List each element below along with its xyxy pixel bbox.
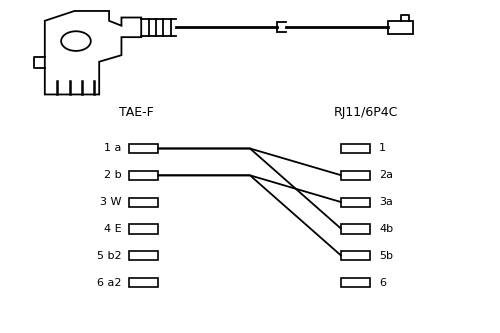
Bar	[342, 278, 370, 287]
Polygon shape	[45, 11, 141, 95]
Text: 1: 1	[379, 144, 386, 154]
Bar	[129, 171, 158, 180]
Bar	[129, 278, 158, 287]
Bar	[342, 197, 370, 207]
Text: 2 b: 2 b	[104, 170, 122, 180]
Text: 4 E: 4 E	[104, 224, 122, 234]
Text: 4b: 4b	[379, 224, 393, 234]
Text: 2a: 2a	[379, 170, 393, 180]
Bar	[388, 21, 413, 34]
Bar	[129, 144, 158, 153]
Bar	[129, 197, 158, 207]
Bar	[342, 224, 370, 234]
Text: 3a: 3a	[379, 197, 393, 207]
Circle shape	[61, 31, 91, 51]
Text: TAE-F: TAE-F	[119, 106, 154, 119]
Text: 6 a2: 6 a2	[97, 278, 122, 288]
Text: 3 W: 3 W	[100, 197, 122, 207]
Bar	[129, 251, 158, 260]
Bar	[342, 251, 370, 260]
Text: 5 b2: 5 b2	[97, 251, 122, 261]
Text: 6: 6	[379, 278, 386, 288]
Text: RJ11/6P4C: RJ11/6P4C	[334, 106, 398, 119]
Bar	[342, 171, 370, 180]
Text: 5b: 5b	[379, 251, 393, 261]
Bar	[342, 144, 370, 153]
Text: 1 a: 1 a	[104, 144, 122, 154]
Bar	[129, 224, 158, 234]
